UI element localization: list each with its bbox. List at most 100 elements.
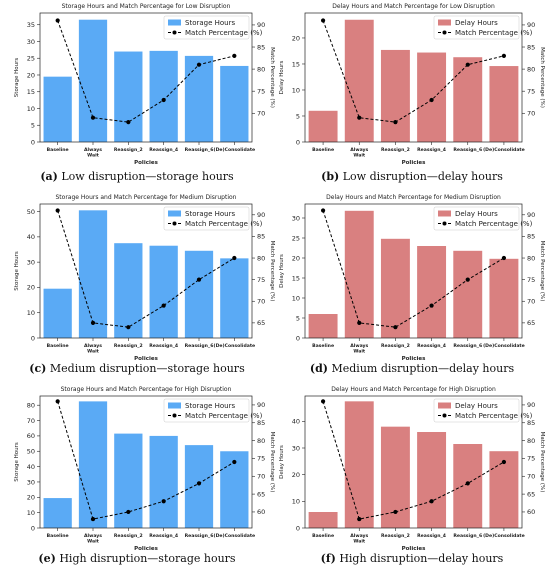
y-tick-label: 20	[27, 71, 35, 79]
panel-d: Delay Hours and Match Percentage for Med…	[279, 194, 545, 375]
y-tick-label: 30	[27, 258, 35, 266]
legend-bar-swatch	[438, 210, 451, 217]
caption-letter: (a)	[40, 170, 58, 183]
y2-tick-label: 70	[527, 473, 535, 481]
match-point-4	[429, 303, 434, 308]
match-point-5	[196, 277, 202, 282]
y-tick-label: 40	[27, 463, 35, 471]
match-point-6	[232, 459, 237, 465]
legend-box	[433, 398, 520, 423]
y-tick-label: 15	[27, 88, 35, 96]
chart-title: Delay Hours and Match Percentage for Med…	[326, 194, 501, 201]
legend-line-marker	[172, 221, 177, 226]
y2-tick-label: 75	[527, 455, 535, 463]
legend-bar-label: Delay Hours	[455, 402, 498, 410]
match-point-6	[232, 255, 237, 261]
y-tick-label: 40	[292, 418, 300, 426]
y2-tick-label: 90	[527, 211, 535, 219]
x-axis-label: Policies	[134, 546, 158, 552]
caption-text: Low disruption—delay hours	[339, 170, 503, 183]
y-axis-label: Delay Hours	[279, 254, 285, 288]
y-tick-label: 5	[296, 314, 300, 322]
category-label: (De)Consolidate	[483, 147, 525, 153]
match-point-1	[55, 399, 60, 404]
panel-caption: (e) High disruption—storage hours	[38, 552, 235, 565]
legend-bar-swatch	[168, 210, 181, 217]
category-label: Reassign_4	[149, 343, 178, 349]
caption-letter: (d)	[310, 362, 328, 375]
y-axis-label: Storage Hours	[14, 58, 20, 98]
category-label: Always Wait	[84, 147, 102, 159]
chart-title: Delay Hours and Match Percentage for Hig…	[331, 386, 496, 393]
legend-box	[163, 206, 250, 231]
category-label: Reassign_4	[149, 147, 178, 153]
match-line	[322, 401, 505, 520]
plot-frame	[304, 395, 523, 529]
match-line	[57, 401, 235, 520]
bar-2	[78, 210, 108, 338]
y-tick-label: 20	[292, 34, 300, 42]
x-axis-label: Policies	[402, 356, 426, 362]
y-tick-label: 20	[27, 284, 35, 292]
caption-letter: (f)	[321, 552, 336, 565]
x-axis-label: Policies	[134, 160, 158, 166]
legend-bar-swatch	[438, 402, 451, 409]
match-point-1	[320, 399, 326, 404]
bar-3	[114, 51, 143, 142]
category-label: Reassign_2	[381, 533, 410, 539]
match-point-6	[501, 255, 507, 261]
category-label: Reassign_6	[453, 147, 482, 153]
chart-title: Storage Hours and Match Percentage for M…	[56, 194, 237, 201]
y2-axis-label: Match Percentage (%)	[269, 241, 275, 302]
match-point-3	[126, 509, 131, 515]
y2-tick-label: 65	[257, 490, 265, 498]
bar-5	[453, 444, 483, 528]
y-tick-label: 50	[27, 208, 35, 216]
y-tick-label: 30	[27, 478, 35, 486]
legend: Delay Hours Match Percentage (%)	[433, 398, 533, 423]
category-label: Reassign_4	[149, 533, 178, 539]
match-point-1	[320, 18, 326, 23]
y-tick-label: 10	[292, 498, 300, 506]
bar-2	[78, 19, 108, 143]
y-tick-label: 80	[27, 402, 35, 410]
y2-tick-label: 90	[257, 211, 265, 219]
plot-frame	[39, 203, 253, 339]
y2-tick-label: 70	[527, 298, 535, 306]
legend-bar-swatch	[438, 19, 451, 26]
match-point-5	[465, 277, 470, 282]
y2-tick-label: 80	[527, 437, 535, 445]
category-label: Always Wait	[84, 533, 102, 545]
bar-5	[184, 250, 214, 338]
y2-tick-label: 65	[527, 319, 535, 327]
y2-tick-label: 60	[527, 508, 535, 516]
y2-tick-label: 70	[527, 110, 535, 118]
y-tick-label: 5	[296, 112, 300, 120]
category-label: Baseline	[312, 343, 334, 349]
y-tick-label: 5	[31, 122, 35, 130]
category-label: Baseline	[312, 533, 334, 539]
y2-tick-label: 90	[257, 401, 265, 409]
match-line	[57, 20, 235, 123]
category-label: Reassign_4	[417, 533, 446, 539]
y2-axis-label: Match Percentage (%)	[539, 241, 545, 302]
y2-tick-label: 85	[257, 419, 265, 427]
y-tick-label: 15	[292, 60, 300, 68]
legend: Storage Hours Match Percentage (%)	[163, 206, 263, 231]
match-point-1	[55, 208, 60, 213]
y2-tick-label: 65	[527, 490, 535, 498]
category-label: Baseline	[47, 343, 69, 349]
y-tick-label: 10	[292, 294, 300, 302]
y2-tick-label: 80	[257, 65, 265, 73]
y2-tick-label: 80	[527, 254, 535, 262]
y-tick-label: 60	[27, 432, 35, 440]
y-tick-label: 0	[31, 138, 35, 146]
y2-tick-label: 75	[257, 87, 265, 95]
y2-tick-label: 85	[527, 419, 535, 427]
legend-bar-label: Delay Hours	[455, 210, 498, 218]
match-line	[322, 20, 505, 123]
match-point-3	[393, 509, 398, 515]
legend-box	[433, 206, 520, 231]
match-point-3	[126, 120, 131, 125]
category-label: Baseline	[47, 147, 69, 153]
